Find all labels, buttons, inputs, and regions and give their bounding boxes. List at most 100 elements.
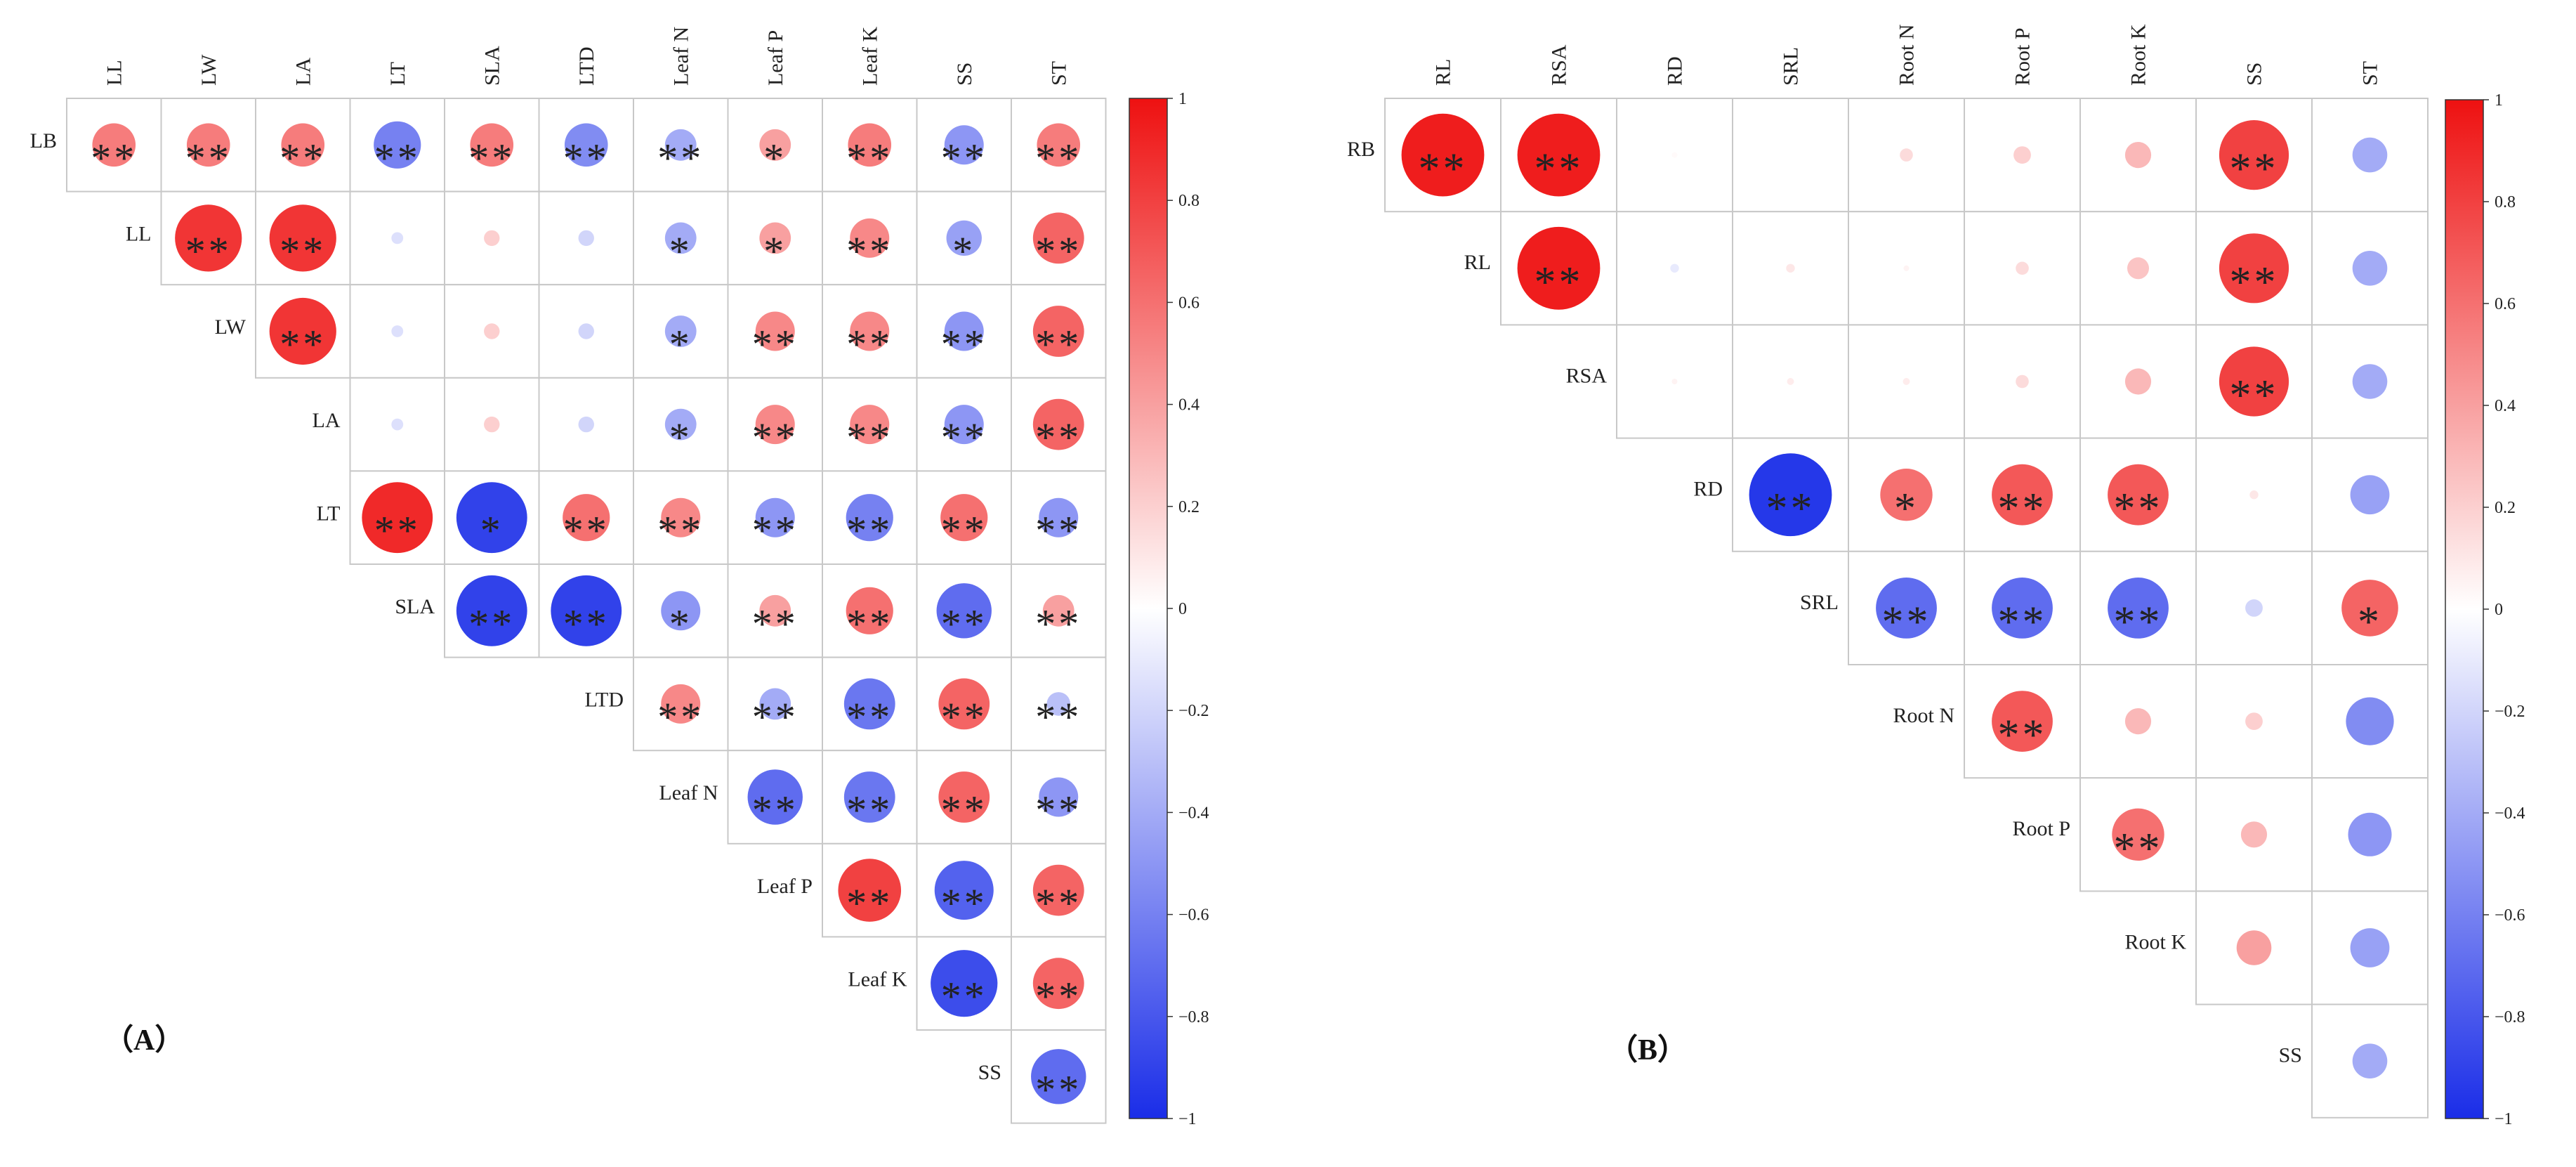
corr-circle-ll-sla [484,230,500,247]
corr-circle-lb-la [281,123,325,167]
corr-circle-rsa-srl [1787,378,1794,385]
corr-circle-lb-ss [944,125,984,165]
column-label-root-n: Root N [1895,24,1919,86]
corr-circle-lw-leaf-p [755,311,795,351]
significance-mark-lt-leaf-k: ** [846,508,893,554]
significance-mark-ss-st: ** [1035,1067,1082,1112]
significance-mark-rb-rl: ** [1419,145,1468,193]
corr-circle-rb-srl [1787,152,1794,158]
significance-mark-leaf-n-ss: ** [941,788,987,833]
colorbar-tick-label: 0.2 [1178,498,1200,516]
significance-mark-lb-lt: ** [374,135,421,181]
significance-mark-la-ss: ** [941,415,987,460]
colorbar-tick-label: 1 [2495,91,2503,110]
corr-circle-rb-rl [1401,113,1485,197]
significance-mark-ll-leaf-n: * [669,228,692,274]
significance-mark-lt-leaf-p: ** [752,508,799,554]
corr-circle-leaf-n-leaf-k [843,771,895,823]
column-label-st: ST [1047,61,1070,86]
colorbar-tick-label: −0.4 [1178,804,1209,822]
significance-mark-srl-st: * [2358,598,2382,646]
corr-circle-ltd-st [1046,692,1071,716]
significance-mark-rd-root-p: ** [1998,485,2047,533]
corr-circle-root-n-ss [2245,712,2263,730]
cell-ll-leaf-n [633,190,729,286]
significance-mark-sla-ss: ** [941,601,987,646]
corr-circle-la-leaf-p [755,405,795,445]
colorbar-tick-label: 0.8 [2495,193,2516,211]
corr-circle-ss-st [2352,1043,2388,1078]
corr-circle-ltd-ss [938,678,990,730]
significance-mark-ll-lw: ** [185,228,232,274]
corr-circle-ltd-leaf-p [759,688,791,720]
row-label-srl: SRL [1800,591,1839,614]
row-label-rsa: RSA [1566,364,1608,387]
corr-circle-lw-sla [484,323,500,339]
colorbar-tick-label: 0.4 [2495,397,2516,415]
row-label-leaf-p: Leaf P [757,875,813,898]
row-label-ll: LL [126,223,152,246]
column-label-ltd: LTD [575,46,598,86]
significance-mark-root-n-root-p: ** [1998,712,2047,759]
row-label-root-p: Root P [2012,817,2070,840]
row-label-sla: SLA [395,595,435,618]
corr-circle-ll-la [269,204,336,272]
corr-circle-ll-st [1032,212,1084,264]
significance-mark-sla-leaf-p: ** [752,601,799,646]
significance-mark-rl-ss: ** [2230,259,2279,306]
corr-circle-ll-ss [946,220,982,256]
corr-circle-lt-lt [362,482,433,554]
corr-circle-rl-rsa [1517,226,1601,310]
significance-mark-ll-leaf-p: * [763,228,787,274]
corr-circle-rd-root-n [1880,469,1933,521]
corr-circle-srl-root-n [1876,578,1937,639]
significance-mark-srl-root-p: ** [1998,598,2047,646]
column-label-root-p: Root P [2011,27,2035,86]
significance-mark-rl-rsa: ** [1535,259,1584,306]
corr-circle-rl-ss [2219,233,2289,304]
significance-mark-lb-ss: ** [941,135,987,181]
corr-circle-rb-root-p [2013,146,2031,164]
row-label-rd: RD [1693,478,1723,501]
significance-mark-sla-st: ** [1035,601,1082,646]
significance-mark-rd-root-k: ** [2114,485,2163,533]
colorbar-tick-label: −0.6 [1178,906,1209,925]
corr-circle-la-ss [944,405,984,445]
corr-circle-sla-ltd [551,575,622,646]
column-label-ss: SS [2243,63,2266,86]
corr-circle-lw-st [1032,306,1084,357]
significance-mark-lb-sla: ** [468,135,515,181]
panel-b-label: （B） [1608,1034,1688,1067]
corr-circle-lb-ll [92,123,136,167]
colorbar-tick-label: 0.8 [1178,192,1200,210]
corr-circle-sla-sla [456,575,527,646]
colorbar-tick-label: −0.2 [1178,702,1209,720]
panel-b-correlation-plot: ** ** **** ****** * ** **** ** ** *****RL RSA RD SRL… [1347,24,2525,1128]
significance-mark-leaf-k-st: ** [1035,974,1082,1019]
significance-mark-la-leaf-k: ** [846,415,893,460]
significance-mark-srl-root-k: ** [2114,598,2163,646]
significance-mark-rd-srl: ** [1766,485,1815,533]
colorbar [1129,98,1168,1119]
column-label-leaf-k: Leaf K [858,27,881,86]
corr-circle-root-n-st [2346,697,2394,745]
row-label-lb: LB [30,129,57,152]
significance-mark-ll-leaf-k: ** [846,228,893,274]
significance-mark-lb-ll: ** [91,135,137,181]
corr-circle-rb-root-k [2124,142,2152,169]
column-label-rd: RD [1664,56,1687,86]
corr-circle-lt-st [1039,497,1079,537]
significance-mark-ltd-leaf-p: ** [752,694,799,740]
column-label-rl: RL [1432,59,1455,86]
row-label-leaf-k: Leaf K [848,967,907,991]
row-label-lt: LT [317,502,341,525]
corr-circle-lt-leaf-n [661,497,701,537]
significance-mark-lw-la: ** [280,322,326,367]
significance-mark-lw-leaf-p: ** [752,322,799,367]
corr-circle-rd-root-p [1992,464,2053,526]
significance-mark-rb-rsa: ** [1535,145,1584,193]
significance-mark-lb-la: ** [280,135,326,181]
colorbar-tick-label: 0 [2495,601,2503,619]
corr-circle-la-leaf-k [850,405,890,445]
corr-circle-leaf-n-st [1039,777,1079,817]
